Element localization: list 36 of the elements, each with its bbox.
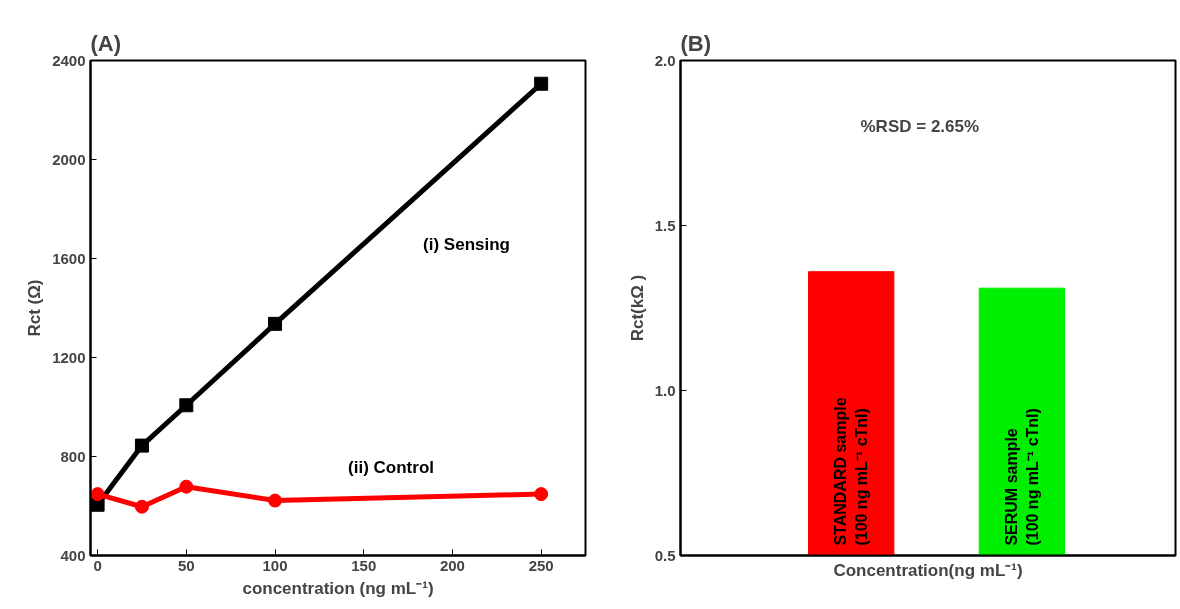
y-tick-label: 1600 (52, 249, 86, 267)
x-tick-label: 100 (262, 556, 288, 574)
y-tick-label: 1200 (52, 348, 86, 366)
y-axis-title: Rct (Ω) (25, 279, 45, 337)
point (268, 316, 283, 331)
x-tick-label: 0 (93, 556, 102, 574)
point (90, 487, 105, 502)
y-tick-label: 2000 (52, 150, 86, 168)
x-axis-title: Concentration(ng mL⁻¹) (833, 560, 1023, 580)
point (268, 493, 283, 508)
y-axis-title: Rct(kΩ ) (627, 274, 647, 342)
x-tick-label: 50 (177, 556, 195, 574)
chart-title: (B) (680, 30, 712, 56)
y-tick-label: 2.0 (654, 51, 676, 69)
point (134, 499, 149, 514)
x-tick-label: STANDARD sample (100 ng mL⁻¹ cTnI) (832, 397, 870, 546)
chart-title: (A) (90, 30, 122, 56)
y-tick-label: 2400 (52, 51, 86, 69)
point (179, 398, 194, 413)
x-tick-label: SERUM sample (100 ng mL⁻¹ cTnI) (1003, 408, 1041, 546)
y-tick-label: 1.5 (654, 216, 676, 234)
x-axis-title: concentration (ng mL⁻¹) (242, 578, 434, 598)
x-tick-label: 150 (351, 556, 377, 574)
annotation: %RSD = 2.65% (860, 116, 980, 136)
point (179, 479, 194, 494)
x-tick-label: 200 (439, 556, 465, 574)
y-tick-label: 800 (60, 447, 86, 465)
x-tick-label: 250 (528, 556, 554, 574)
y-tick-label: 0.5 (654, 546, 676, 564)
series-label: (i) Sensing (423, 234, 510, 254)
y-tick-label: 1.0 (654, 381, 676, 399)
series-label: (ii) Control (348, 458, 434, 478)
point (134, 438, 149, 453)
point (534, 76, 549, 91)
y-tick-label: 400 (60, 546, 86, 564)
point (534, 487, 549, 502)
